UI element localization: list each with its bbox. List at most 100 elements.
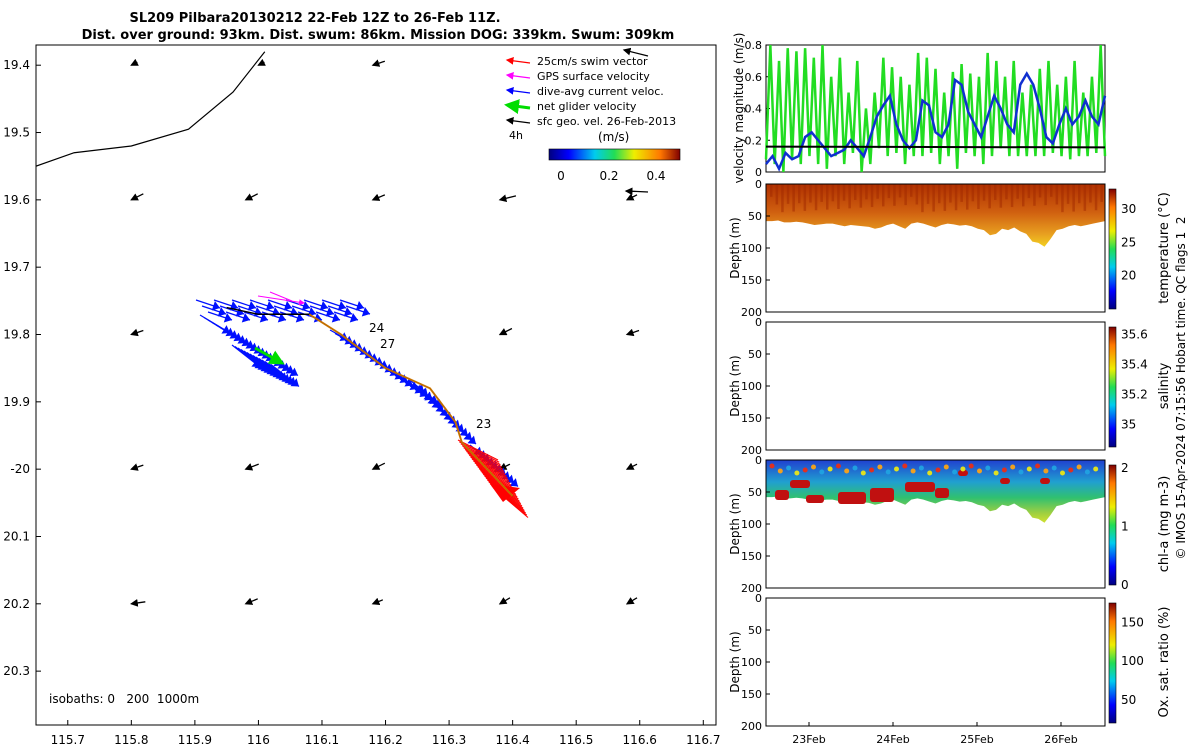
temperature-streak xyxy=(1044,184,1047,206)
temperature-streak xyxy=(1038,184,1042,198)
chla-sample-dot xyxy=(794,470,800,476)
gps-surface-velocity-arrow xyxy=(257,295,305,306)
colorbar-label: temperature (°C) xyxy=(1157,192,1172,304)
depth-ylabel: Depth (m) xyxy=(728,493,742,554)
legend-label: 25cm/s swim vector xyxy=(537,55,648,68)
chla-sample-dot xyxy=(769,463,775,469)
chla-sample-dot xyxy=(835,463,841,469)
chla-sample-dot xyxy=(802,467,808,473)
colorbar-tick: 1 xyxy=(1121,519,1129,533)
map-y-axis: 19.4 19.5 19.6 19.7 19.8 19.9 -20 20.1 20.2 20.3 xyxy=(3,58,41,678)
colorbar-tick: 100 xyxy=(1121,654,1144,668)
colorbar-tick: 35 xyxy=(1121,418,1136,432)
chla-sample-dot xyxy=(1051,465,1057,471)
temperature-streak xyxy=(826,184,829,210)
legend-swatch xyxy=(505,56,531,65)
y-tick-label: 200 xyxy=(741,720,762,733)
temperature-streak xyxy=(960,184,963,202)
x-tick-label: 116.4 xyxy=(495,733,529,747)
chla-sample-dot xyxy=(852,465,858,471)
y-tick-label: 19.4 xyxy=(3,58,30,72)
temperature-streak xyxy=(921,184,924,213)
temperature-streak xyxy=(1072,184,1075,212)
y-tick-label: 100 xyxy=(741,656,762,669)
chla-sample-dot xyxy=(877,464,883,470)
y-tick-label: 19.8 xyxy=(3,328,30,342)
x-tick-label: 116.1 xyxy=(305,733,339,747)
credit-text: © IMOS 15-Apr-2024 07:15:56 Hobart time.… xyxy=(1174,217,1188,560)
chla-sample-dot xyxy=(977,468,982,474)
figure-title-line1: SL209 Pilbara20130212 22-Feb 12Z to 26-F… xyxy=(129,11,500,26)
colorbar-label: (m/s) xyxy=(598,130,629,144)
swim-vector xyxy=(467,452,507,477)
y-tick-label: 150 xyxy=(741,412,762,425)
chla-sample-dot xyxy=(860,470,866,476)
current-vector-head xyxy=(283,301,292,311)
depth-ylabel: Depth (m) xyxy=(728,631,742,692)
temperature-streak xyxy=(882,184,885,207)
chla-sample-dot xyxy=(894,466,899,472)
legend-label: dive-avg current veloc. xyxy=(537,85,664,98)
geo-velocity-arrow xyxy=(371,462,386,470)
chla-sample-dot xyxy=(819,469,825,475)
temperature-streak xyxy=(949,184,952,203)
swim-vector xyxy=(471,458,511,484)
geo-velocity-arrow xyxy=(130,599,146,607)
temperature-streak xyxy=(803,184,807,211)
current-vector-head xyxy=(509,478,518,487)
y-tick-label: 19.9 xyxy=(3,395,30,409)
chla-sample-dot xyxy=(1043,468,1049,474)
temperature-streak xyxy=(1055,184,1059,205)
geo-velocity-arrow xyxy=(130,463,144,471)
temperature-streak xyxy=(792,184,795,212)
current-vector-head xyxy=(463,431,472,440)
speed-colorbar xyxy=(548,148,681,161)
y-tick-label: 20.1 xyxy=(3,529,30,543)
chla-sample-dot xyxy=(952,469,958,475)
current-vector-head xyxy=(265,301,274,311)
temperature-streak xyxy=(977,184,980,209)
temperature-streak xyxy=(775,184,779,205)
temperature-streak xyxy=(1016,184,1019,199)
temperature-streak xyxy=(938,184,941,204)
temperature-streak xyxy=(786,184,790,204)
y-tick-label: 200 xyxy=(741,306,762,319)
isobath-line xyxy=(36,51,266,167)
colorbar-label: Ox. sat. ratio (%) xyxy=(1157,607,1172,718)
geo-velocity-arrow xyxy=(625,462,638,470)
chla-patch xyxy=(870,488,894,502)
current-vector-head xyxy=(447,415,456,424)
temperature-streak xyxy=(910,184,913,197)
temperature-streak xyxy=(915,184,919,205)
geo-velocity-arrow xyxy=(625,597,638,605)
chla-sample-dot xyxy=(777,468,783,474)
y-tick-label: 100 xyxy=(741,380,762,393)
y-tick-label: 0 xyxy=(755,178,762,191)
geo-velocity-arrow xyxy=(624,187,649,196)
temperature-streak xyxy=(1027,184,1031,199)
colorbar-tick: 0.4 xyxy=(646,169,665,183)
temperature-streak xyxy=(926,184,930,204)
glider-track xyxy=(226,306,514,497)
current-vector-head xyxy=(431,399,440,408)
velocity-series-green xyxy=(764,44,1107,173)
y-tick-label: 150 xyxy=(741,274,762,287)
figure-title-line2: Dist. over ground: 93km. Dist. swum: 86k… xyxy=(82,28,675,43)
chla-patch xyxy=(1000,478,1010,484)
temperature-streak xyxy=(943,184,947,211)
current-vector-head xyxy=(361,307,370,317)
current-vector-head xyxy=(343,307,352,317)
chla-patch xyxy=(775,490,789,500)
temperature-streak xyxy=(770,184,773,197)
day-label: 23 xyxy=(476,417,491,431)
x-tick-label: 116.6 xyxy=(623,733,657,747)
temperature-streak xyxy=(893,184,896,206)
chla-sample-dot xyxy=(960,466,966,472)
depth-ylabel: Depth (m) xyxy=(728,355,742,416)
swim-vector xyxy=(470,456,510,482)
y-tick-label: 0.2 xyxy=(745,134,763,147)
day-label: 24 xyxy=(369,321,384,335)
colorbar-tick: 0 xyxy=(1121,578,1129,592)
